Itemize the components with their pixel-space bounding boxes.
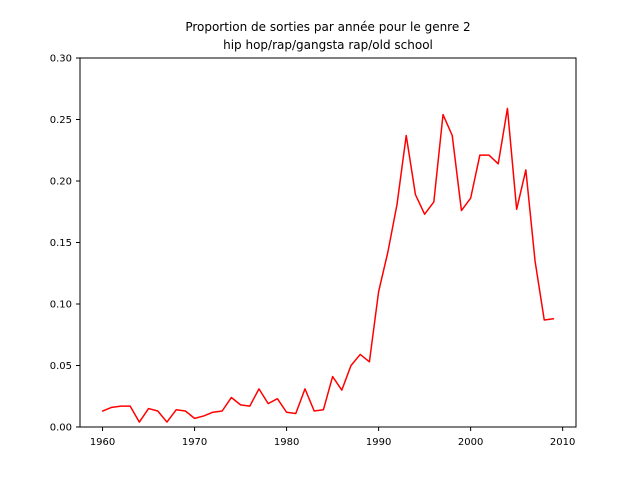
series-line-0 [101, 107, 555, 423]
chart-title-line-2: hip hop/rap/gangsta rap/old school [223, 38, 433, 52]
y-tick-label: 0.30 [50, 54, 72, 65]
y-tick-label: 0.05 [50, 361, 72, 372]
y-tick-label: 0.15 [50, 238, 72, 249]
y-tick-label: 0.00 [50, 423, 72, 434]
plot-area-frame [79, 57, 577, 428]
x-tick-label: 1970 [182, 437, 207, 448]
y-tick-label: 0.25 [50, 115, 72, 126]
chart-title-line-1: Proportion de sorties par année pour le … [185, 20, 470, 34]
x-tick-label: 1980 [274, 437, 299, 448]
y-tick-label: 0.20 [50, 177, 72, 188]
x-tick-label: 2010 [550, 437, 575, 448]
x-tick-label: 2000 [458, 437, 483, 448]
x-tick-label: 1960 [90, 437, 115, 448]
series-layer [101, 107, 555, 423]
axes-layer: 1960 1970 1980 1990 2000 2010 0.00 0.05 0.10 0.15… [50, 54, 576, 449]
x-tick-label: 1990 [366, 437, 391, 448]
y-tick-label: 0.10 [50, 300, 72, 311]
